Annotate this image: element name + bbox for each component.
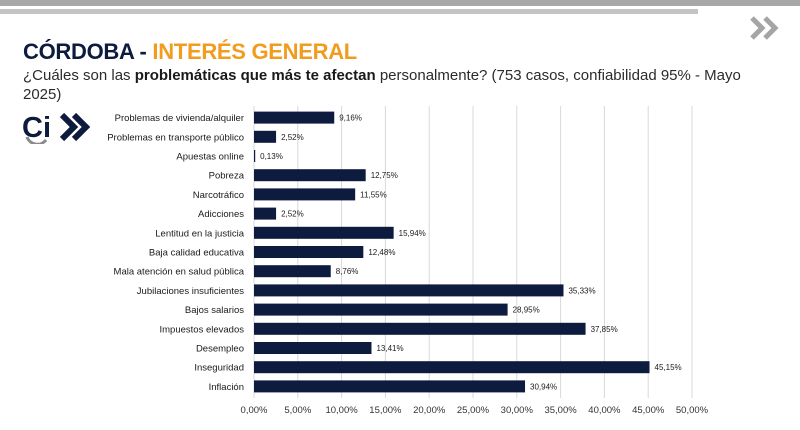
x-tick-label: 40,00% [588, 405, 621, 416]
bar [254, 111, 335, 124]
bar [254, 284, 564, 297]
bar [254, 380, 526, 393]
data-label: 9,16% [339, 114, 362, 123]
bar [254, 342, 372, 354]
category-label: Problemas de vivienda/alquiler [115, 113, 244, 124]
category-label: Inflación [209, 382, 244, 393]
bar [254, 150, 256, 162]
bar [254, 169, 366, 182]
subtitle-pre: ¿Cuáles son las [23, 67, 135, 84]
data-label: 28,95% [513, 306, 540, 315]
data-label: 15,94% [399, 229, 426, 238]
x-tick-label: 25,00% [457, 405, 490, 416]
category-label: Mala atención en salud pública [114, 267, 245, 278]
bar [254, 188, 356, 201]
x-tick-label: 45,00% [632, 405, 665, 416]
data-label: 0,13% [260, 152, 283, 161]
bar [254, 303, 508, 316]
page-subtitle: ¿Cuáles son las problemáticas que más te… [23, 66, 783, 104]
category-label: Jubilaciones insuficientes [137, 286, 244, 297]
data-label: 30,94% [530, 382, 557, 391]
bar [254, 130, 277, 143]
data-label: 12,48% [368, 248, 395, 257]
category-label: Apuestas online [176, 152, 244, 163]
category-label: Baja calidad educativa [149, 248, 245, 259]
category-label: Impuestos elevados [160, 324, 245, 335]
x-tick-label: 50,00% [676, 405, 709, 416]
bar [254, 207, 277, 220]
subtitle-post: personalmente? (753 casos, confiabilidad… [23, 67, 741, 103]
bar [254, 322, 586, 335]
category-label: Problemas en transporte público [107, 132, 244, 143]
bar [254, 265, 331, 278]
x-tick-label: 15,00% [369, 405, 402, 416]
page-title: CÓRDOBA - INTERÉS GENERAL [23, 39, 357, 65]
data-label: 11,55% [360, 190, 387, 199]
x-tick-label: 0,00% [241, 405, 268, 416]
subtitle-bold: problemáticas que más te afectan [134, 67, 376, 84]
x-tick-label: 20,00% [413, 405, 446, 416]
bar [254, 226, 394, 239]
category-label: Adicciones [198, 209, 244, 220]
data-label: 13,41% [376, 344, 403, 353]
category-label: Lentitud en la justicia [155, 228, 244, 239]
x-tick-label: 30,00% [501, 405, 534, 416]
ci-chevron-logo: Ci [22, 112, 91, 144]
double-chevron-right-icon[interactable] [748, 14, 782, 42]
title-main: CÓRDOBA [23, 39, 134, 64]
category-label: Desempleo [196, 344, 244, 355]
bar [254, 361, 650, 374]
title-separator: - [133, 39, 153, 64]
header-rule-light [0, 9, 698, 14]
category-label: Narcotráfico [193, 190, 244, 201]
title-accent: INTERÉS GENERAL [152, 39, 357, 64]
data-label: 12,75% [371, 171, 398, 180]
data-label: 2,52% [281, 210, 304, 219]
data-label: 8,76% [336, 267, 359, 276]
data-label: 45,15% [655, 363, 682, 372]
data-label: 35,33% [568, 286, 595, 295]
data-label: 37,85% [591, 325, 618, 334]
x-tick-label: 10,00% [325, 405, 358, 416]
bar [254, 246, 364, 258]
category-label: Inseguridad [194, 363, 244, 374]
category-label: Pobreza [209, 171, 245, 182]
x-tick-label: 5,00% [284, 405, 311, 416]
header-rule-dark [0, 0, 800, 6]
x-tick-label: 35,00% [544, 405, 577, 416]
category-label: Bajos salarios [185, 305, 244, 316]
data-label: 2,52% [281, 133, 304, 142]
